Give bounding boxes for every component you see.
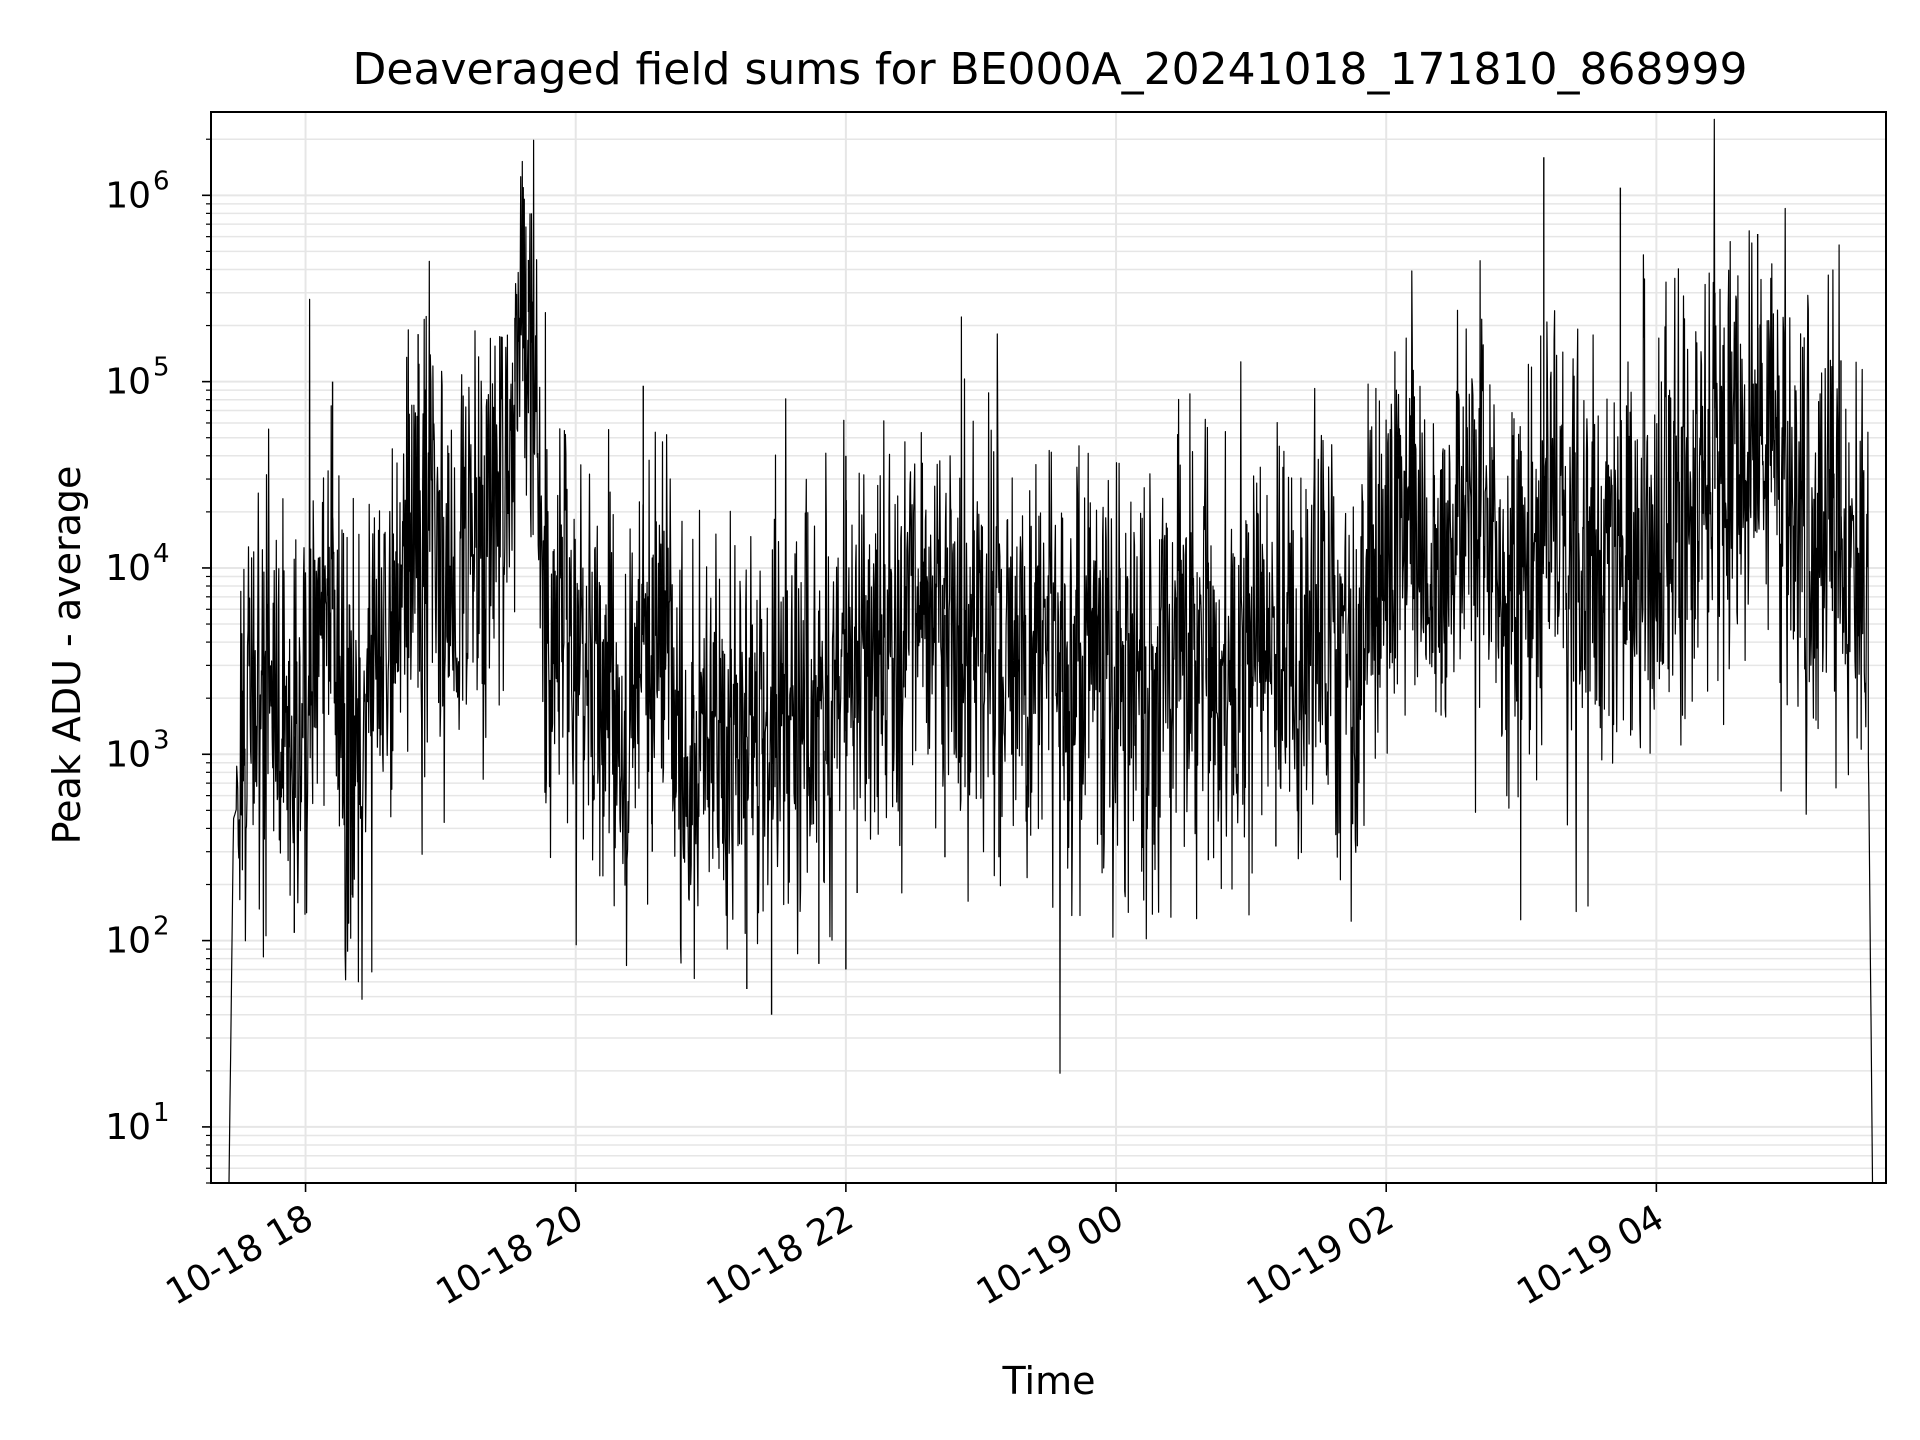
y-tick-label: 10	[105, 921, 151, 962]
data-layer	[228, 118, 1874, 1184]
y-tick-label-exponent: 5	[153, 353, 170, 383]
y-tick-label-exponent: 2	[153, 912, 170, 942]
y-tick-label: 10	[105, 734, 151, 775]
chart-title: Deaveraged field sums for BE000A_2024101…	[353, 44, 1748, 95]
x-axis-label: Time	[1002, 1359, 1096, 1403]
y-tick-label: 10	[105, 175, 151, 216]
series-line	[228, 118, 1874, 1184]
plot-frame	[210, 111, 1887, 1184]
y-tick-label-exponent: 1	[153, 1098, 170, 1128]
y-axis-label: Peak ADU - average	[45, 466, 89, 845]
y-tick-label-exponent: 3	[153, 725, 170, 755]
y-tick-label-exponent: 4	[153, 539, 170, 569]
y-tick-label: 10	[105, 1107, 151, 1148]
y-tick-label-exponent: 6	[153, 166, 170, 196]
y-tick-label: 10	[105, 548, 151, 589]
y-tick-label: 10	[105, 362, 151, 403]
